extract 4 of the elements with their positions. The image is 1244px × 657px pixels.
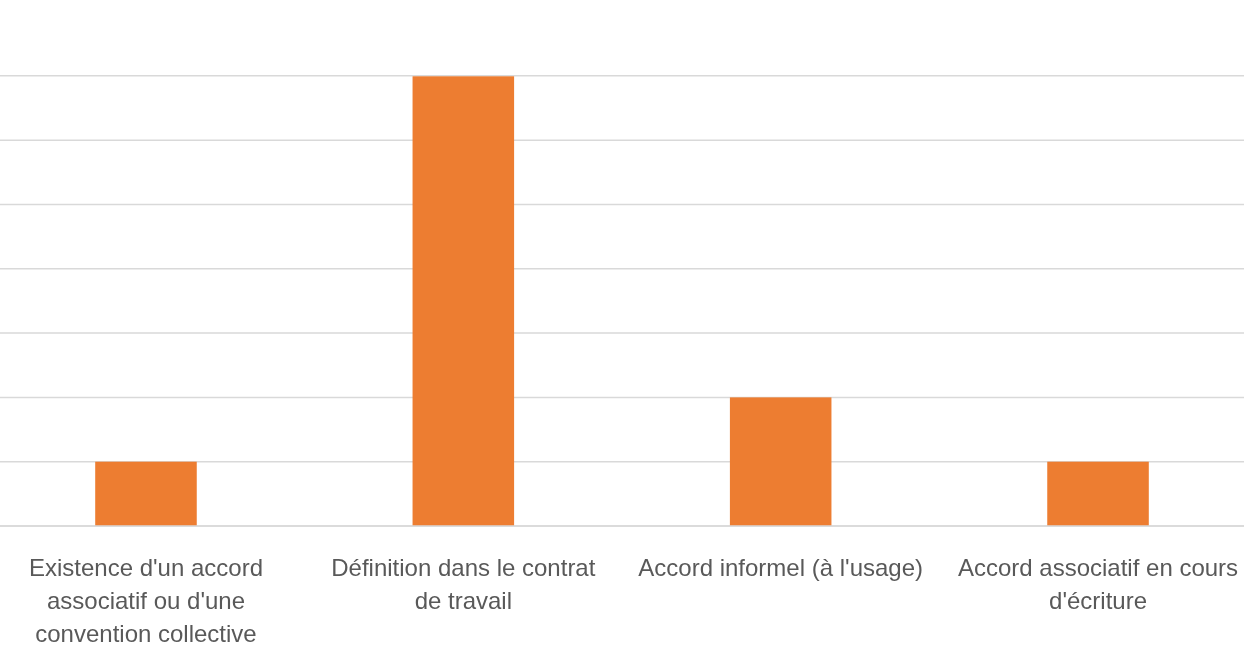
x-tick-label: Accord associatif en cours d'écriture bbox=[957, 554, 1239, 614]
x-tick-label: Accord informel (à l'usage) bbox=[638, 554, 924, 581]
x-tick-label: Existence d'un accord associatif ou d'une convention collective bbox=[28, 554, 263, 647]
x-tick-label: Définition dans le contrat de travail bbox=[331, 554, 596, 614]
